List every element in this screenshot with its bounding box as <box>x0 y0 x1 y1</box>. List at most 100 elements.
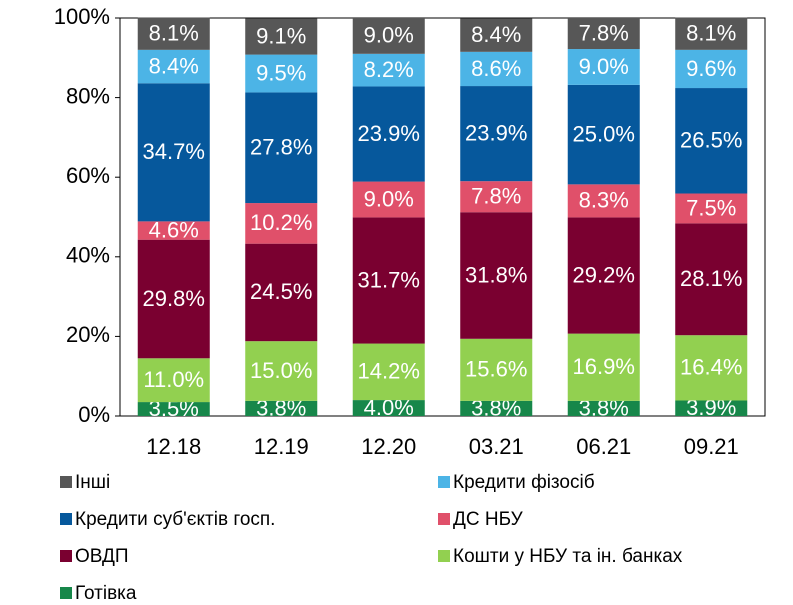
value-label: 8.3% <box>579 188 629 213</box>
value-label: 23.9% <box>358 121 420 146</box>
bar-segment <box>137 17 210 50</box>
legend-swatch <box>60 513 72 525</box>
bar-segment <box>675 193 748 224</box>
bar-segment <box>567 49 640 85</box>
bar-segment <box>352 217 425 344</box>
x-tick-label: 09.21 <box>684 434 739 459</box>
legend-swatch <box>438 513 450 525</box>
bar-segment <box>352 18 425 54</box>
value-label: 9.0% <box>364 186 414 211</box>
value-label: 7.8% <box>471 184 521 209</box>
bar-segment <box>137 402 210 416</box>
value-label: 10.2% <box>250 210 312 235</box>
value-label: 24.5% <box>250 279 312 304</box>
y-tick-label: 20% <box>66 322 110 347</box>
legend-swatch <box>438 550 450 562</box>
legend-swatch <box>438 476 450 488</box>
bar-segment <box>137 83 210 222</box>
bar-segment <box>675 400 748 416</box>
value-label: 15.6% <box>465 357 527 382</box>
bar-segment <box>245 18 318 55</box>
bar-segment <box>352 86 425 182</box>
value-label: 34.7% <box>143 139 205 164</box>
bar-segment <box>137 239 210 359</box>
value-label: 4.6% <box>149 217 199 242</box>
value-label: 9.1% <box>256 23 306 48</box>
value-label: 31.7% <box>358 267 420 292</box>
y-tick-label: 60% <box>66 163 110 188</box>
bar-segment <box>137 358 210 403</box>
value-label: 9.0% <box>579 54 629 79</box>
value-label: 29.2% <box>573 262 635 287</box>
legend-label: ОВДП <box>75 546 129 567</box>
x-tick-label: 12.19 <box>254 434 309 459</box>
bar-segment <box>460 51 533 87</box>
bar-segment <box>675 335 748 401</box>
bar-segment <box>245 92 318 204</box>
bar-segment <box>567 84 640 185</box>
bar-segment <box>567 333 640 401</box>
bar-segment <box>675 17 748 50</box>
legend-label: Кошти у НБУ та ін. банках <box>453 546 683 567</box>
value-label: 29.8% <box>143 286 205 311</box>
legend-label: ДС НБУ <box>453 509 524 530</box>
value-label: 28.1% <box>680 266 742 291</box>
bar-segment <box>352 181 425 218</box>
bar-segment <box>460 338 533 401</box>
bar-segment <box>137 221 210 240</box>
bar-segment <box>352 53 425 87</box>
bar-segment <box>460 400 533 416</box>
value-label: 11.0% <box>143 367 204 392</box>
value-label: 8.1% <box>149 21 199 46</box>
bar-segment <box>245 203 318 244</box>
bar-segment <box>137 49 210 84</box>
bar-segment <box>675 88 748 194</box>
value-label: 15.0% <box>250 358 312 383</box>
y-tick-label: 100% <box>54 4 110 29</box>
bar-segment <box>460 18 533 52</box>
bar-segment <box>675 223 748 336</box>
value-label: 9.5% <box>256 60 306 85</box>
legend-label: Кредити суб'єктів госп. <box>75 509 275 530</box>
value-label: 25.0% <box>573 121 635 146</box>
legend-swatch <box>60 587 72 599</box>
value-label: 9.6% <box>686 56 736 81</box>
x-tick-label: 12.20 <box>361 434 416 459</box>
value-label: 14.2% <box>358 359 420 384</box>
bar-segment <box>352 343 425 401</box>
y-tick-label: 80% <box>66 83 110 108</box>
value-label: 27.8% <box>250 135 312 160</box>
bar-segment <box>567 217 640 334</box>
legend-label: Готівка <box>75 583 137 604</box>
value-label: 8.2% <box>364 57 414 82</box>
x-tick-label: 06.21 <box>576 434 631 459</box>
bar-segment <box>245 243 318 342</box>
bar-segment <box>567 400 640 416</box>
bar-segment <box>567 18 640 50</box>
legend-label: Інші <box>75 472 110 493</box>
bar-segment <box>567 184 640 218</box>
value-label: 31.8% <box>465 262 527 287</box>
value-label: 16.9% <box>573 354 635 379</box>
bar-segment <box>460 212 533 339</box>
bar-segment <box>460 86 533 182</box>
value-label: 9.0% <box>364 23 414 48</box>
bar-segment <box>245 54 318 93</box>
value-label: 8.1% <box>686 21 736 46</box>
bar-segment <box>352 400 425 416</box>
value-label: 23.9% <box>465 120 527 145</box>
legend-label: Кредити фізосіб <box>453 472 595 493</box>
value-label: 26.5% <box>680 128 742 153</box>
value-label: 8.4% <box>471 22 521 47</box>
legend-swatch <box>60 476 72 488</box>
value-label: 7.8% <box>579 20 629 45</box>
value-label: 7.5% <box>686 195 736 220</box>
value-label: 8.6% <box>471 56 521 81</box>
bar-segment <box>245 341 318 401</box>
value-label: 8.4% <box>149 53 199 78</box>
legend-swatch <box>60 550 72 562</box>
y-tick-label: 0% <box>78 402 110 427</box>
x-tick-label: 03.21 <box>469 434 524 459</box>
plot-frame <box>119 17 766 417</box>
